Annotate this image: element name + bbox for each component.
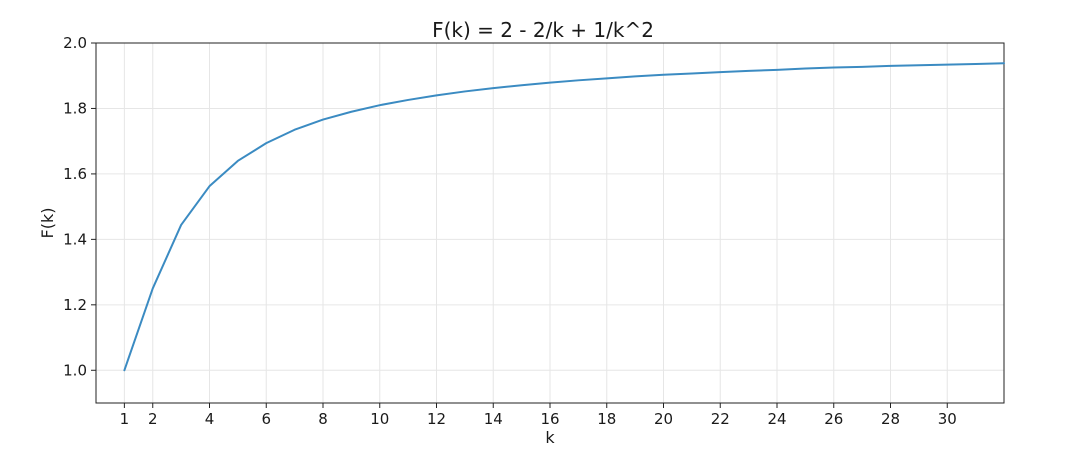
x-tick-label: 16 [540,410,559,428]
x-axis-label: k [545,428,555,447]
grid [96,42,1004,403]
y-axis-label: F(k) [38,208,57,239]
x-tick-label: 8 [318,410,328,428]
y-axis: 1.0 1.2 1.4 1.6 1.8 2.0 [63,34,96,379]
x-tick-label: 6 [261,410,271,428]
x-tick-label: 14 [484,410,503,428]
series-line [123,62,1005,372]
y-tick-label: 1.6 [63,165,87,183]
x-tick-label: 2 [148,410,158,428]
y-tick-label: 1.4 [63,230,87,248]
x-tick-label: 1 [120,410,130,428]
y-tick-label: 2.0 [63,34,87,52]
x-tick-label: 12 [427,410,446,428]
y-tick-label: 1.2 [63,296,87,314]
x-tick-label: 18 [597,410,616,428]
x-axis: 1 2 4 6 8 10 12 14 16 18 20 22 24 26 28 30 [120,403,957,428]
y-tick-label: 1.0 [63,361,87,379]
x-tick-label: 10 [370,410,389,428]
y-tick-label: 1.8 [63,99,87,117]
chart-title: F(k) = 2 - 2/k + 1/k^2 [432,18,654,42]
x-tick-label: 4 [205,410,215,428]
series-layer [123,62,1005,372]
x-tick-label: 30 [938,410,957,428]
x-tick-label: 20 [654,410,673,428]
x-tick-label: 28 [881,410,900,428]
x-tick-label: 24 [767,410,786,428]
x-tick-label: 22 [711,410,730,428]
x-tick-label: 26 [824,410,843,428]
